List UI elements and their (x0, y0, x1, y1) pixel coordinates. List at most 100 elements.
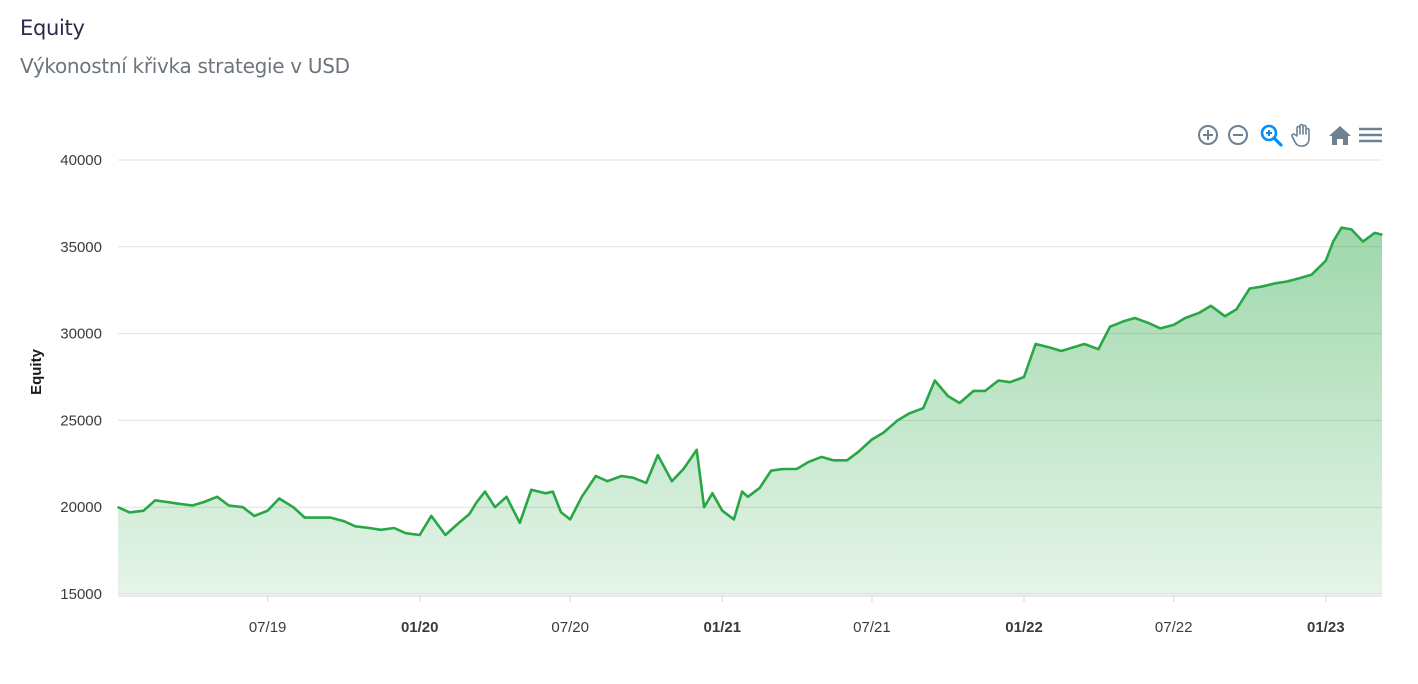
y-tick-label: 25000 (60, 412, 102, 429)
data-point (505, 496, 508, 498)
data-point (128, 511, 131, 514)
data-point (984, 390, 986, 392)
data-point (972, 390, 975, 392)
data-point (1210, 305, 1212, 307)
data-point (997, 379, 1000, 382)
data-point (494, 506, 496, 509)
data-point (620, 475, 623, 477)
data-point (304, 516, 306, 519)
data-point (1224, 315, 1226, 318)
data-point (430, 515, 433, 517)
data-point (216, 496, 218, 498)
y-tick-label: 30000 (60, 326, 102, 343)
data-point (1299, 277, 1301, 279)
data-point (832, 459, 834, 462)
data-point (882, 431, 885, 434)
y-tick-label: 35000 (60, 239, 102, 256)
data-point (354, 525, 357, 528)
data-point (1109, 325, 1111, 328)
data-point (820, 456, 823, 458)
data-point (857, 450, 860, 453)
data-point (908, 412, 910, 415)
data-point (1083, 343, 1086, 345)
data-point (896, 419, 899, 422)
data-point (342, 520, 345, 522)
data-point (1048, 346, 1051, 349)
menu-icon[interactable] (1355, 120, 1385, 150)
y-tick-label: 40000 (60, 152, 102, 169)
data-point (191, 504, 194, 507)
data-point (741, 490, 743, 493)
data-point (711, 492, 714, 495)
data-point (253, 515, 256, 517)
data-point (934, 379, 936, 382)
data-point (1381, 233, 1383, 236)
data-point (1023, 376, 1025, 378)
data-point (1034, 343, 1037, 345)
zoom-in-icon[interactable] (1192, 120, 1222, 150)
x-tick-label: 01/22 (1005, 619, 1043, 636)
data-point (1122, 320, 1124, 323)
data-point (581, 496, 583, 498)
data-point (595, 475, 597, 477)
selection-zoom-icon[interactable] (1256, 120, 1286, 150)
data-point (530, 489, 533, 491)
data-point (1340, 226, 1343, 229)
data-point (695, 449, 698, 451)
data-point (1184, 317, 1186, 319)
data-point (444, 534, 447, 536)
data-point (242, 506, 244, 509)
x-tick-label: 01/23 (1307, 619, 1345, 636)
data-point (203, 501, 205, 503)
x-tick-label: 07/19 (249, 619, 287, 636)
home-reset-icon[interactable] (1325, 120, 1355, 150)
chart-title: Equity (20, 16, 85, 40)
data-point (1072, 346, 1074, 349)
data-point (795, 468, 798, 470)
data-point (947, 395, 949, 397)
data-point (166, 501, 168, 503)
data-point (703, 506, 705, 509)
data-point (1235, 308, 1238, 311)
data-point (266, 509, 269, 512)
data-point (1350, 228, 1353, 231)
data-point (142, 509, 145, 512)
data-point (292, 506, 295, 509)
data-point (781, 468, 784, 470)
data-point (770, 469, 772, 472)
pan-hand-icon[interactable] (1288, 120, 1318, 150)
data-point (1159, 327, 1162, 330)
data-point (318, 516, 320, 519)
data-point (1097, 348, 1100, 351)
data-point (552, 490, 554, 493)
chart-toolbar (1192, 120, 1388, 150)
data-point (1332, 240, 1334, 243)
data-point (1172, 324, 1175, 326)
y-tick-label: 20000 (60, 499, 102, 516)
data-point (922, 407, 924, 410)
x-tick-label: 07/20 (551, 619, 589, 636)
data-point (958, 402, 961, 404)
data-point (1148, 322, 1150, 325)
data-point (1325, 259, 1327, 262)
x-tick-label: 07/22 (1155, 619, 1193, 636)
data-point (278, 497, 281, 500)
data-point (484, 490, 486, 493)
data-point (1060, 350, 1062, 352)
data-point (871, 438, 873, 441)
y-axis-label: Equity (28, 348, 45, 394)
data-point (1134, 317, 1136, 319)
data-point (632, 476, 634, 479)
data-point (368, 527, 371, 529)
y-tick-label: 15000 (60, 586, 102, 603)
data-point (1198, 312, 1201, 314)
data-point (1310, 273, 1313, 276)
data-point (1009, 381, 1011, 384)
data-point (657, 454, 659, 456)
zoom-out-icon[interactable] (1222, 120, 1252, 150)
equity-area (118, 227, 1382, 594)
data-point (682, 468, 685, 470)
series-layer (117, 226, 1383, 594)
data-point (1260, 285, 1263, 288)
